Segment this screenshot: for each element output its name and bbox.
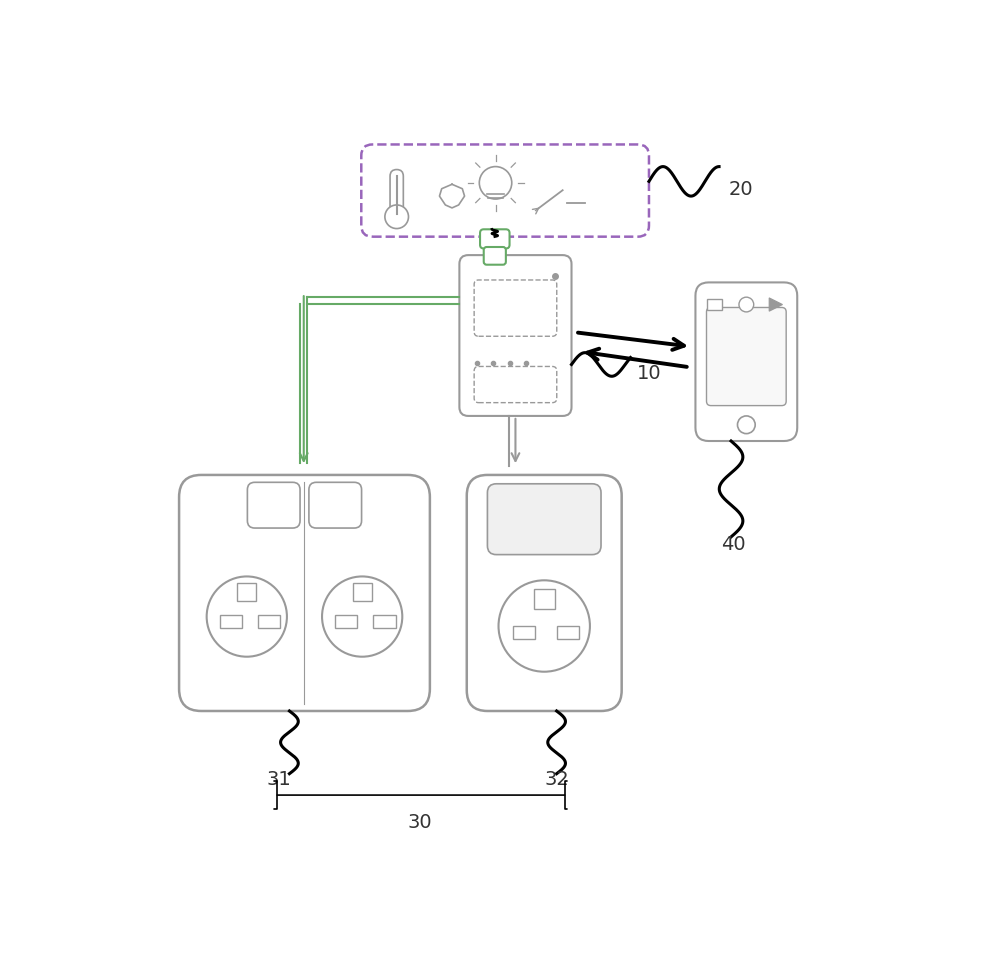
Circle shape [737, 416, 755, 434]
Bar [513, 626, 535, 639]
FancyBboxPatch shape [474, 280, 557, 336]
FancyBboxPatch shape [309, 482, 362, 528]
Polygon shape [769, 298, 782, 311]
Bar [707, 299, 722, 310]
FancyBboxPatch shape [484, 247, 506, 264]
FancyBboxPatch shape [467, 475, 622, 711]
Bar [335, 615, 357, 627]
Bar [557, 626, 579, 639]
FancyBboxPatch shape [247, 482, 300, 528]
FancyBboxPatch shape [459, 255, 572, 416]
Text: 31: 31 [267, 770, 292, 788]
Bar [258, 615, 280, 627]
FancyBboxPatch shape [695, 283, 797, 441]
FancyBboxPatch shape [361, 145, 649, 237]
Bar [220, 615, 242, 627]
Text: 32: 32 [544, 770, 569, 788]
FancyBboxPatch shape [480, 229, 510, 248]
FancyBboxPatch shape [474, 367, 557, 402]
Text: 10: 10 [636, 364, 661, 383]
FancyBboxPatch shape [707, 308, 786, 405]
Circle shape [207, 577, 287, 656]
Text: 40: 40 [721, 536, 746, 554]
Circle shape [739, 297, 754, 312]
FancyBboxPatch shape [487, 484, 601, 555]
Bar [373, 615, 396, 627]
Circle shape [499, 581, 590, 672]
Circle shape [479, 167, 512, 199]
Bar [353, 582, 372, 602]
Circle shape [385, 205, 408, 229]
Circle shape [322, 577, 402, 656]
Bar [534, 589, 555, 608]
FancyBboxPatch shape [390, 170, 403, 216]
Text: 20: 20 [729, 180, 753, 198]
Bar [237, 582, 256, 602]
Text: 30: 30 [408, 813, 432, 833]
FancyBboxPatch shape [179, 475, 430, 711]
